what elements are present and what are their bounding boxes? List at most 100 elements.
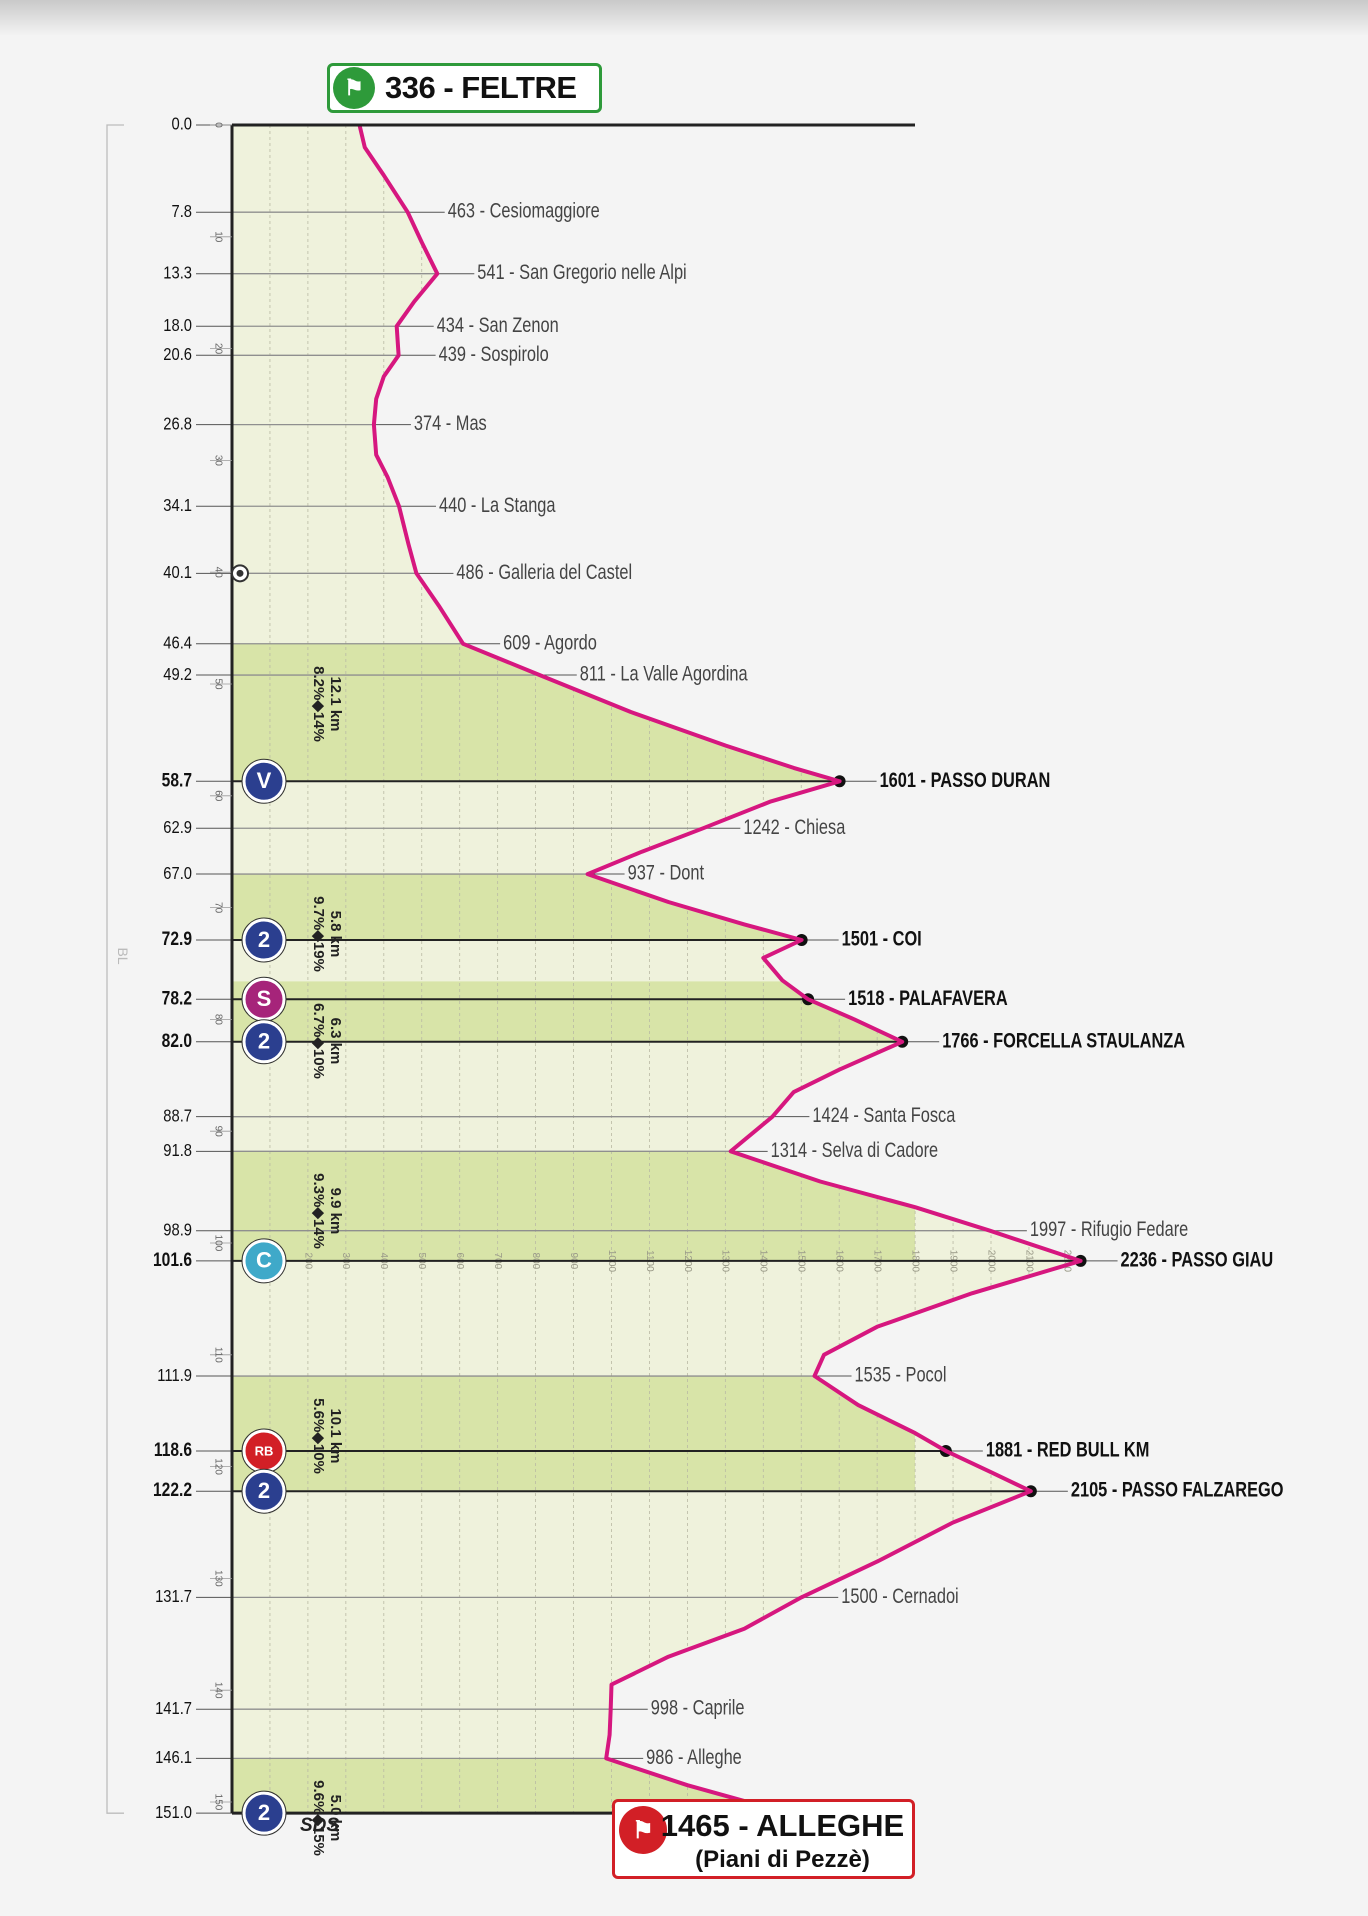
waypoint-label: 486 - Galleria del Castel (456, 560, 632, 583)
badge-ring (241, 1790, 287, 1836)
km-label: 122.2 (153, 1479, 192, 1501)
distance-tick-label: 90 (212, 1126, 223, 1138)
km-label: 18.0 (163, 316, 192, 336)
climb-length: 5.0 km (327, 1795, 344, 1842)
km-label: 58.7 (162, 769, 192, 791)
distance-tick-label: 50 (212, 678, 223, 690)
waypoint-label: 1601 - PASSO DURAN (880, 768, 1051, 791)
waypoint-label: 986 - Alleghe (646, 1745, 742, 1768)
km-label: 49.2 (163, 664, 192, 684)
badge-label: C (256, 1248, 272, 1273)
waypoint-label: 1314 - Selva di Cadore (771, 1138, 939, 1161)
finish-label-box: ⚑ 1465 - ALLEGHE (Piani di Pezzè) (612, 1799, 915, 1879)
climb-category-badge (242, 1469, 286, 1513)
km-label: 67.0 (163, 864, 192, 884)
climb-stats: 9.9 km 9.3%◆14% (310, 1173, 344, 1249)
climb-stats: 5.0 km 9.6%◆15% (310, 1781, 344, 1857)
profile-fill (232, 125, 1081, 1814)
badge-label: 2 (258, 927, 270, 952)
km-label: 72.9 (162, 928, 193, 950)
km-label: 98.9 (163, 1220, 192, 1240)
badge-label: 2 (258, 1800, 270, 1825)
waypoint-label: 463 - Cesiomaggiore (448, 199, 600, 222)
km-label: 82.0 (162, 1029, 192, 1051)
climb-gradient: 9.7%◆19% (310, 896, 327, 972)
climb-length: 5.8 km (327, 910, 344, 958)
climb-length: 10.1 km (327, 1408, 344, 1464)
distance-tick-label: 100 (212, 1235, 223, 1252)
km-label: 91.8 (163, 1141, 192, 1161)
badge-label: V (257, 768, 272, 793)
finish-flag-icon: ⚑ (619, 1806, 667, 1854)
waypoint-label: 1997 - Rifugio Fedare (1030, 1217, 1188, 1240)
climb-gradient: 8.2%◆14% (310, 665, 327, 742)
distance-tick-label: 140 (212, 1682, 223, 1699)
badge-ring (241, 1238, 287, 1284)
badge-label: 2 (258, 1029, 270, 1054)
km-label: 13.3 (163, 263, 192, 283)
km-label: 0.0 (172, 114, 192, 134)
climb-length: 12.1 km (327, 676, 344, 732)
climb-category-badge (242, 1239, 286, 1283)
waypoint-label: 439 - Sospirolo (439, 342, 549, 365)
climb-category-badge (242, 1791, 286, 1835)
waypoint-label: 541 - San Gregorio nelle Alpi (477, 260, 686, 283)
climb-gradient: 9.6%◆15% (310, 1780, 327, 1857)
climb-stats: 6.3 km 6.7%◆10% (310, 1004, 344, 1080)
profile-line (357, 124, 1083, 1816)
km-label: 62.9 (163, 818, 192, 838)
footer-sds-label: SDS (300, 1815, 339, 1836)
km-label: 26.8 (163, 414, 192, 434)
km-label: 146.1 (155, 1748, 192, 1768)
distance-tick-label: 40 (212, 567, 223, 579)
start-label: 336 - FELTRE (385, 70, 577, 105)
badge-ring (241, 1019, 287, 1065)
distance-tick-label: 130 (212, 1570, 223, 1587)
waypoint-label: 434 - San Zenon (437, 313, 559, 336)
region-label: BL (115, 947, 131, 964)
climb-category-badge (242, 759, 286, 803)
distance-tick-label: 10 (212, 231, 223, 243)
waypoint-label: 1518 - PALAFAVERA (848, 986, 1008, 1009)
climb-category-badge (242, 1020, 286, 1064)
km-label: 7.8 (172, 202, 192, 222)
km-label: 78.2 (162, 987, 192, 1009)
distance-tick-label: 120 (212, 1458, 223, 1475)
sprint-icon-dot (236, 569, 244, 577)
km-label: 118.6 (154, 1438, 192, 1460)
waypoint-label: 1500 - Cernadoi (841, 1584, 958, 1607)
climb-stats: 12.1 km 8.2%◆14% (310, 666, 344, 742)
climb-gradient: 5.6%◆10% (310, 1398, 327, 1474)
distance-tick-label: 80 (212, 1014, 223, 1026)
km-label: 131.7 (155, 1587, 192, 1607)
km-label: 101.6 (153, 1248, 192, 1270)
km-label: 34.1 (163, 496, 192, 516)
climb-stats: 5.8 km 9.7%◆19% (310, 896, 344, 972)
start-label-box: ⚑ 336 - FELTRE (327, 63, 602, 113)
waypoint-label: 1501 - COI (842, 927, 922, 950)
waypoint-label: 937 - Dont (628, 861, 705, 884)
climb-gradient: 6.7%◆10% (310, 1003, 327, 1080)
finish-sublabel: (Piani di Pezzè) (695, 1846, 870, 1873)
distance-tick-label: 60 (212, 790, 223, 802)
km-label: 151.0 (155, 1803, 192, 1823)
waypoint-label: 609 - Agordo (503, 630, 597, 653)
waypoint-label: 1881 - RED BULL KM (986, 1438, 1149, 1461)
waypoint-label: 1424 - Santa Fosca (812, 1103, 955, 1126)
distance-tick-label: 70 (212, 902, 223, 914)
badge-label: RB (255, 1443, 274, 1458)
waypoint-label: 998 - Caprile (651, 1696, 745, 1719)
climb-length: 6.3 km (327, 1018, 344, 1065)
waypoint-label: 1535 - Pocol (855, 1363, 947, 1386)
distance-tick-label: 0 (212, 122, 223, 128)
badge-label: S (257, 986, 272, 1011)
badge-ring (241, 1468, 287, 1514)
badge-ring (241, 917, 287, 963)
climb-category-badge (242, 918, 286, 962)
waypoint-label: 2236 - PASSO GIAU (1121, 1247, 1274, 1270)
finish-label: 1465 - ALLEGHE (660, 1808, 905, 1843)
top-bar (0, 0, 1368, 36)
climb-stats: 10.1 km 5.6%◆10% (310, 1398, 344, 1474)
